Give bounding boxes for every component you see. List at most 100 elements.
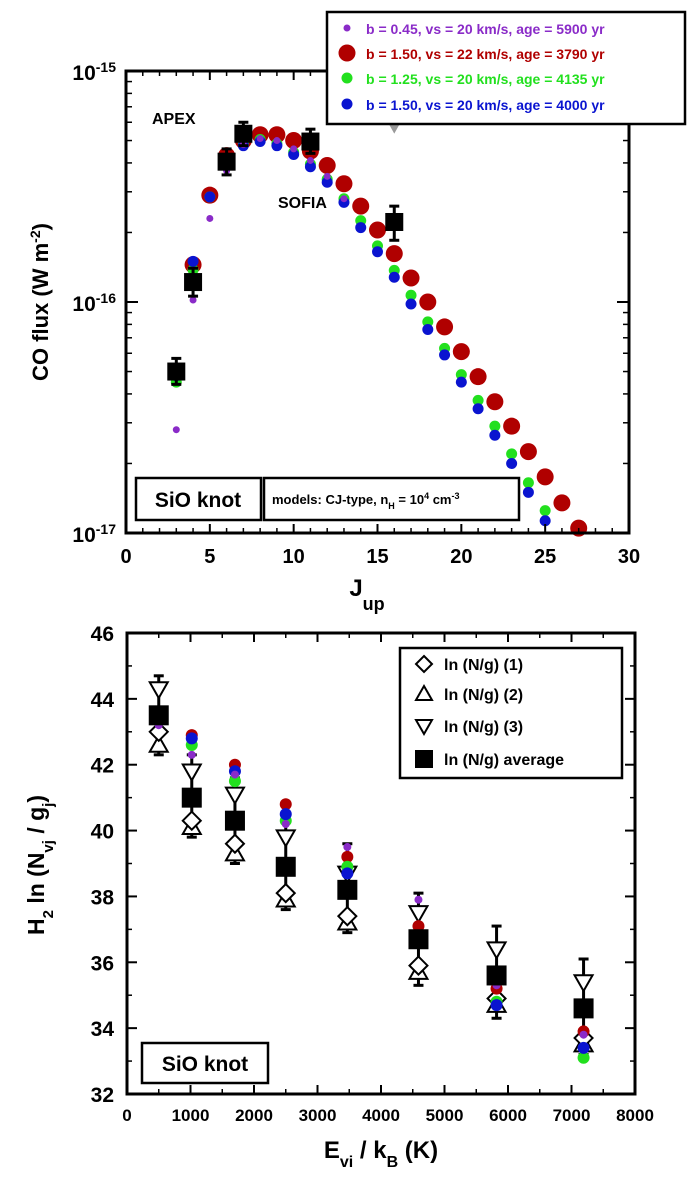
bottom-model-point bbox=[577, 1041, 590, 1054]
bottom-legend-marker bbox=[414, 683, 434, 701]
top-model-point bbox=[419, 293, 437, 311]
top-model-point bbox=[352, 197, 370, 215]
top-model-point bbox=[539, 515, 551, 527]
top-model-point bbox=[439, 349, 451, 361]
top-model-point bbox=[290, 145, 298, 153]
top-legend: b = 0.45, vs = 20 km/s, age = 5900 yr b =… bbox=[325, 10, 687, 126]
bottom-legend: ln (N/g) (1) ln (N/g) (2) ln (N/g) (3) ln (… bbox=[398, 646, 624, 780]
obs-diamond-point bbox=[408, 955, 429, 976]
top-plot-frame bbox=[124, 69, 631, 535]
top-model-point bbox=[472, 403, 484, 415]
obs-triangle-down-point bbox=[181, 763, 203, 783]
top-x-tick-label: 15 bbox=[366, 546, 388, 568]
top-model-point bbox=[323, 172, 331, 180]
bottom-model-point bbox=[228, 775, 241, 788]
top-model-point bbox=[369, 221, 386, 239]
bottom-model-point bbox=[414, 895, 423, 904]
top-model-point bbox=[405, 298, 417, 310]
top-knot-label-box: SiO knot bbox=[134, 476, 263, 522]
top-model-point bbox=[204, 191, 216, 203]
top-y-tick-label: 10-17 bbox=[72, 521, 116, 547]
top-model-point bbox=[385, 245, 403, 263]
top-x-axis-label: Jup bbox=[349, 575, 384, 614]
top-model-point bbox=[318, 156, 336, 174]
top-model-point bbox=[271, 140, 283, 152]
obs-triangle-down-point bbox=[572, 974, 595, 994]
top-model-point bbox=[489, 420, 501, 432]
bottom-model-point bbox=[343, 843, 352, 852]
top-model-point bbox=[172, 426, 180, 434]
top-legend-label: b = 1.50, vs = 20 km/s, age = 4000 yr bbox=[366, 97, 605, 113]
top-observed-point bbox=[184, 273, 203, 292]
bottom-x-tick-label: 8000 bbox=[616, 1106, 654, 1125]
bottom-knot-label-box: SiO knot bbox=[140, 1041, 270, 1085]
top-x-ticks: 0 5 10 15 20 25 30 bbox=[120, 71, 640, 568]
top-x-tick-label: 0 bbox=[120, 546, 131, 568]
top-knot-label: SiO knot bbox=[155, 489, 241, 512]
obs-triangle-down-point bbox=[485, 941, 508, 961]
top-observed-point bbox=[301, 132, 320, 151]
obs-average-point bbox=[148, 705, 169, 726]
obs-triangle-down-point bbox=[148, 681, 170, 700]
top-model-point bbox=[256, 135, 264, 143]
top-x-tick-label: 5 bbox=[204, 546, 215, 568]
obs-diamond-point bbox=[336, 905, 358, 927]
top-legend-label: b = 0.45, vs = 20 km/s, age = 5900 yr bbox=[366, 21, 605, 37]
bottom-y-tick-label: 42 bbox=[91, 755, 114, 778]
model-label-box: models: CJ-type, nH = 104 cm-3 bbox=[262, 476, 521, 522]
top-model-point bbox=[189, 296, 197, 304]
top-model-point bbox=[405, 289, 417, 301]
top-y-tick-label: 10-16 bbox=[72, 290, 116, 316]
top-model-point bbox=[522, 486, 534, 498]
top-model-point bbox=[340, 195, 348, 203]
top-model-point bbox=[335, 175, 353, 193]
top-y-ticks: 10-15 10-16 10-17 bbox=[72, 59, 629, 547]
top-model-point bbox=[455, 369, 467, 381]
top-model-point bbox=[506, 448, 518, 460]
top-x-tick-label: 10 bbox=[283, 546, 305, 568]
top-observed-point bbox=[385, 212, 404, 231]
obs-diamond-point bbox=[181, 810, 203, 832]
bottom-model-point bbox=[577, 1051, 590, 1064]
bottom-model-point bbox=[490, 999, 503, 1012]
model-label: models: CJ-type, nH = 104 cm-3 bbox=[272, 491, 460, 511]
obs-triangle-down-point bbox=[275, 829, 297, 849]
top-x-tick-label: 20 bbox=[450, 546, 472, 568]
top-model-point bbox=[553, 494, 571, 512]
top-legend-label: b = 1.25, vs = 20 km/s, age = 4135 yr bbox=[366, 71, 605, 87]
top-x-tick-label: 25 bbox=[534, 546, 556, 568]
bottom-plot-points bbox=[148, 674, 595, 1064]
top-legend-marker bbox=[338, 44, 356, 62]
obs-average-point bbox=[573, 998, 594, 1019]
top-model-point bbox=[321, 176, 333, 188]
top-y-axis-label: CO flux (W m-2) bbox=[27, 223, 53, 381]
top-model-point bbox=[402, 269, 420, 287]
obs-average-point bbox=[181, 787, 202, 808]
bottom-legend-label: ln (N/g) (2) bbox=[444, 687, 523, 704]
top-model-point bbox=[355, 222, 367, 234]
bottom-x-axis-label: Evi / kB (K) bbox=[324, 1137, 438, 1171]
bottom-y-ticks: 32 34 36 38 40 42 44 46 bbox=[91, 623, 635, 1107]
top-model-point bbox=[436, 318, 454, 336]
obs-average-point bbox=[486, 965, 507, 986]
bottom-x-tick-label: 5000 bbox=[426, 1106, 464, 1125]
top-model-point bbox=[422, 316, 434, 328]
sofia-label: SOFIA bbox=[278, 195, 327, 212]
top-model-point bbox=[452, 343, 470, 361]
top-model-point bbox=[304, 161, 316, 173]
bottom-x-tick-label: 1000 bbox=[172, 1106, 210, 1125]
top-model-point bbox=[522, 477, 534, 489]
bottom-x-tick-label: 3000 bbox=[299, 1106, 337, 1125]
top-model-point bbox=[489, 429, 501, 441]
obs-average-point bbox=[408, 929, 429, 950]
top-model-point bbox=[472, 394, 484, 406]
h2-excitation-panel: 0 1000 2000 3000 4000 5000 6000 7000 8000 32 34 36… bbox=[23, 623, 654, 1171]
top-model-point bbox=[273, 137, 281, 145]
bottom-y-tick-label: 34 bbox=[91, 1018, 115, 1041]
top-model-point bbox=[268, 126, 286, 144]
top-model-point bbox=[519, 443, 537, 461]
bottom-model-point bbox=[187, 750, 196, 759]
bottom-model-point bbox=[341, 850, 354, 863]
bottom-y-tick-label: 38 bbox=[91, 886, 115, 909]
bottom-x-tick-label: 4000 bbox=[362, 1106, 400, 1125]
